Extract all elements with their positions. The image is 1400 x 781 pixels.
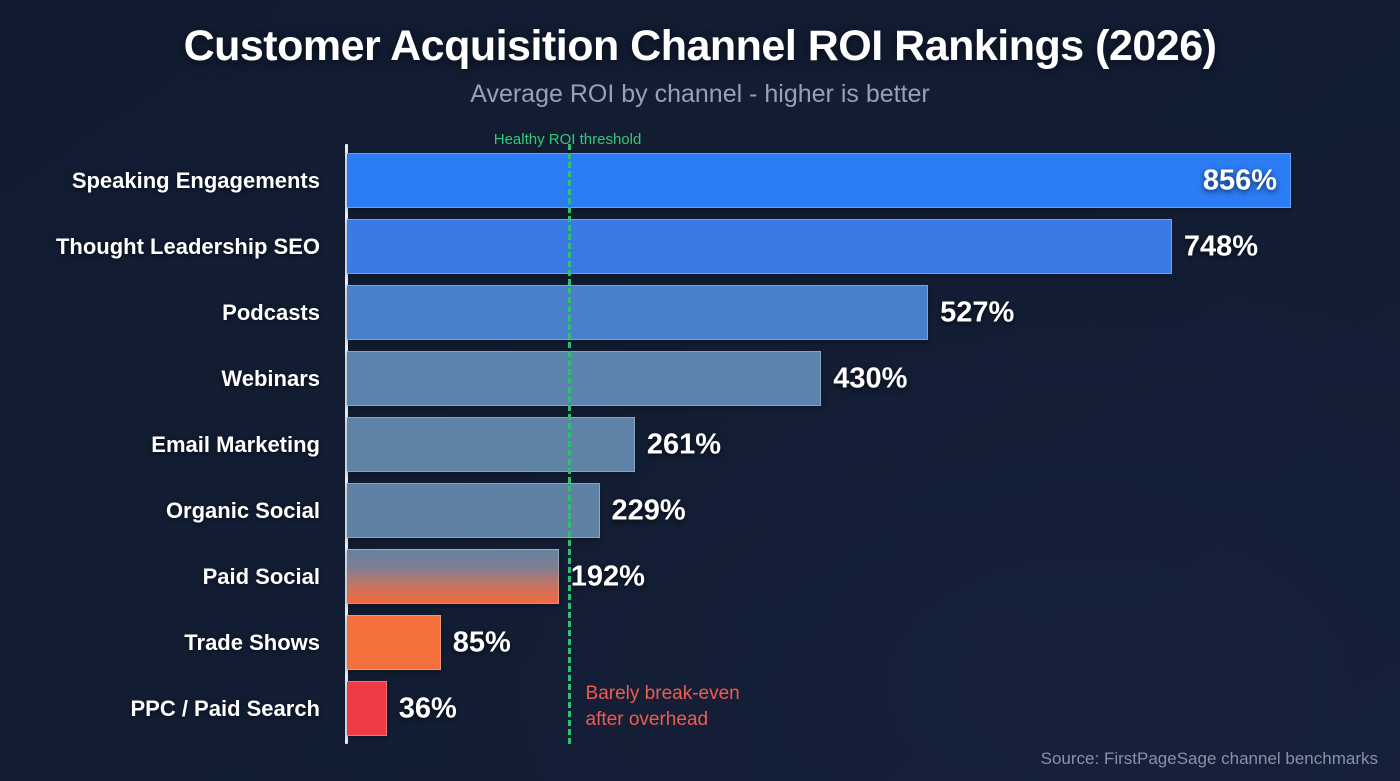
bar-row[interactable]: Webinars 430% xyxy=(221,351,1291,406)
bar[interactable] xyxy=(347,219,1172,274)
bar-row[interactable]: Podcasts 527% xyxy=(222,285,1291,340)
category-label: Podcasts xyxy=(222,299,320,325)
break-even-annotation-line2: after overhead xyxy=(585,708,709,730)
bar[interactable] xyxy=(347,483,600,538)
break-even-annotation-line1: Barely break-even xyxy=(585,683,740,704)
category-label: Webinars xyxy=(221,365,320,391)
bar[interactable] xyxy=(347,549,559,604)
category-label: Paid Social xyxy=(202,563,320,589)
category-label: Organic Social xyxy=(165,497,320,523)
bar[interactable] xyxy=(347,285,929,340)
bar[interactable] xyxy=(347,615,441,670)
source-caption: Source: FirstPageSage channel benchmarks xyxy=(1040,749,1378,768)
bar[interactable] xyxy=(347,417,635,472)
value-label: 85% xyxy=(452,626,511,658)
category-label: Email Marketing xyxy=(151,431,320,457)
chart-subtitle: Average ROI by channel - higher is bette… xyxy=(470,80,930,108)
bar-row[interactable]: Email Marketing 261% xyxy=(151,417,1291,472)
bar-row[interactable]: PPC / Paid Search 36% xyxy=(130,681,1291,736)
bar-row[interactable]: Thought Leadership SEO 748% xyxy=(56,219,1291,274)
value-label: 192% xyxy=(570,560,645,592)
category-label: Thought Leadership SEO xyxy=(55,233,320,259)
break-even-annotation: Barely break-even after overhead xyxy=(586,681,740,732)
y-axis-line xyxy=(345,144,348,744)
category-label: Speaking Engagements xyxy=(71,167,320,193)
healthy-roi-threshold-line xyxy=(567,144,571,744)
bar-row[interactable]: Trade Shows 85% xyxy=(184,615,1291,670)
bar-row[interactable]: Organic Social 229% xyxy=(166,483,1291,538)
value-label: 527% xyxy=(940,296,1015,328)
value-label: 856% xyxy=(1202,164,1277,196)
bar-row[interactable]: Speaking Engagements 856% xyxy=(72,153,1291,208)
bar-row[interactable]: Paid Social 192% xyxy=(203,549,1291,604)
category-label: Trade Shows xyxy=(184,629,320,655)
page-title: Customer Acquisition Channel ROI Ranking… xyxy=(183,22,1217,70)
bar[interactable] xyxy=(347,351,822,406)
value-label: 229% xyxy=(611,494,686,526)
healthy-roi-threshold-label: Healthy ROI threshold xyxy=(493,131,642,148)
value-label: 36% xyxy=(398,692,457,724)
category-label: PPC / Paid Search xyxy=(130,695,320,721)
bar[interactable] xyxy=(347,681,387,736)
value-label: 430% xyxy=(833,362,908,394)
plot-area: Speaking Engagements 856% Thought Leadersh… xyxy=(56,144,1291,744)
bar[interactable] xyxy=(347,153,1291,208)
value-label: 261% xyxy=(646,428,721,460)
value-label: 748% xyxy=(1183,230,1259,262)
